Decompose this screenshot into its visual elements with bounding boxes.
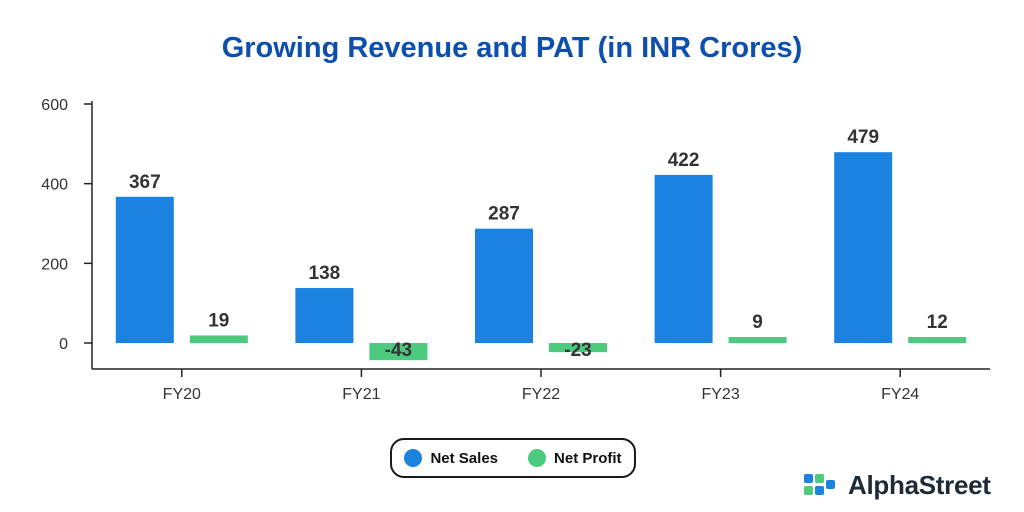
bar-net-sales-fy24 xyxy=(834,152,893,343)
alphastreet-logo-icon xyxy=(804,474,835,495)
x-tick-label: FY21 xyxy=(342,386,380,403)
legend-swatch-net-sales xyxy=(404,449,423,467)
brand-logo: AlphaStreet xyxy=(802,468,991,502)
legend-item-net-profit: Net Profit xyxy=(528,449,622,467)
bar-net-sales-fy22 xyxy=(475,228,533,343)
legend-item-net-sales: Net Sales xyxy=(404,449,498,467)
y-tick-label: 400 xyxy=(41,177,68,194)
bar-net-profit-fy22 xyxy=(549,343,607,353)
bar-net-sales-fy21 xyxy=(295,288,354,343)
data-label: 138 xyxy=(309,263,341,284)
bar-net-sales-fy23 xyxy=(654,174,713,343)
data-label: -23 xyxy=(564,340,591,361)
bar-net-profit-fy21 xyxy=(369,343,428,361)
x-tick-label: FY23 xyxy=(701,386,739,403)
legend-label-net-sales: Net Sales xyxy=(430,449,499,467)
data-label: 12 xyxy=(927,312,948,333)
bar-net-profit-fy20 xyxy=(189,335,248,343)
data-label: 367 xyxy=(129,172,161,193)
data-label: 479 xyxy=(847,127,879,148)
bar-net-profit-fy24 xyxy=(908,337,967,343)
legend-label-net-profit: Net Profit xyxy=(554,449,622,467)
chart-title: Growing Revenue and PAT (in INR Crores) xyxy=(221,32,803,64)
chart-legend: Net Sales Net Profit xyxy=(390,438,636,478)
legend-swatch-net-profit xyxy=(528,449,547,467)
bar-net-profit-fy23 xyxy=(728,337,787,343)
x-tick-label: FY22 xyxy=(522,386,560,403)
y-tick-label: 0 xyxy=(59,336,68,353)
data-label: 287 xyxy=(488,204,520,225)
bar-net-sales-fy20 xyxy=(115,196,174,343)
y-tick-label: 200 xyxy=(41,256,68,273)
x-tick-label: FY20 xyxy=(163,386,201,403)
data-label: 422 xyxy=(668,150,700,171)
x-tick-label: FY24 xyxy=(881,386,919,403)
data-label: 19 xyxy=(208,310,229,331)
brand-name: AlphaStreet xyxy=(848,469,991,500)
data-label: 9 xyxy=(752,312,763,333)
y-tick-label: 600 xyxy=(41,97,68,114)
data-label: -43 xyxy=(385,340,412,361)
